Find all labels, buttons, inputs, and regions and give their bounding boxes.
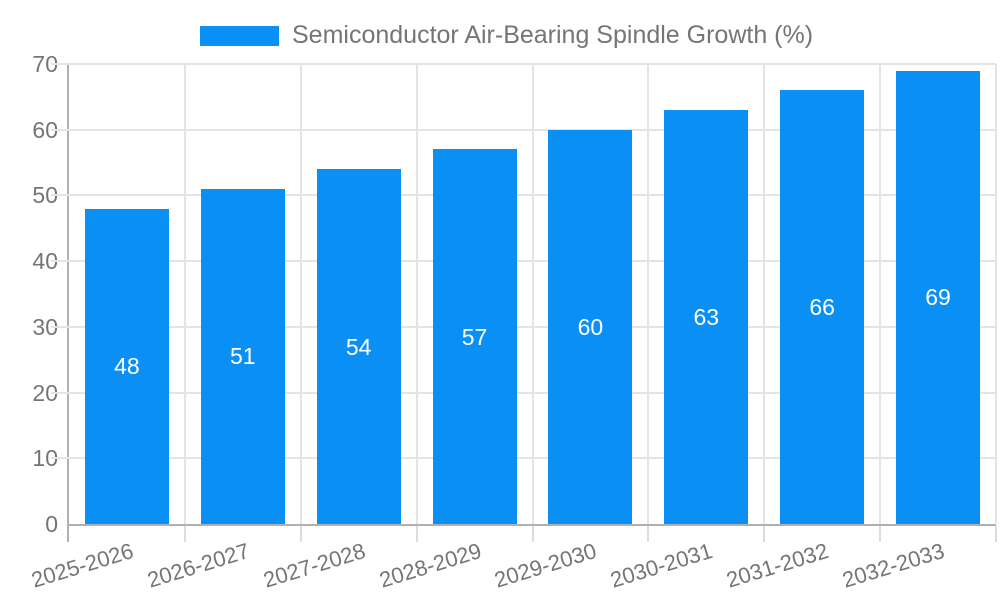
x-tick bbox=[763, 526, 766, 542]
bar[interactable] bbox=[896, 70, 981, 524]
bar-value-label: 60 bbox=[577, 313, 604, 340]
y-tick-label: 0 bbox=[45, 511, 58, 537]
bar-value-label: 54 bbox=[345, 333, 372, 360]
bar[interactable] bbox=[200, 188, 285, 524]
x-tick bbox=[995, 526, 997, 542]
v-gridline bbox=[299, 64, 302, 524]
bar[interactable] bbox=[548, 129, 633, 524]
x-tick-label: 2026-2027 bbox=[144, 538, 253, 593]
bar[interactable] bbox=[432, 149, 517, 524]
x-tick-label: 2027-2028 bbox=[260, 538, 368, 593]
plot-area: 48 51 54 57 60 63 66 69 bbox=[51, 63, 997, 542]
bar[interactable] bbox=[664, 110, 749, 524]
x-tick bbox=[647, 526, 650, 542]
bar[interactable] bbox=[84, 208, 169, 524]
bar-value-label: 63 bbox=[693, 304, 720, 330]
x-tick-label: 2028-2029 bbox=[375, 538, 484, 593]
v-gridline bbox=[879, 64, 882, 524]
y-axis-tick bbox=[67, 526, 69, 542]
bar-value-label: 57 bbox=[461, 323, 488, 350]
x-tick-label: 2032-2033 bbox=[839, 538, 948, 593]
h-gridline bbox=[51, 391, 996, 394]
x-tick bbox=[183, 526, 186, 542]
x-tick-label: 2025-2026 bbox=[28, 538, 137, 593]
x-tick-label: 2031-2032 bbox=[723, 538, 832, 593]
x-tick bbox=[531, 526, 534, 542]
legend-label[interactable]: Semiconductor Air-Bearing Spindle Growth… bbox=[292, 21, 814, 49]
h-gridline bbox=[51, 260, 996, 263]
v-gridline bbox=[531, 64, 534, 524]
bar-value-label: 66 bbox=[809, 294, 835, 321]
bar-value-label: 69 bbox=[925, 284, 951, 311]
h-gridline bbox=[51, 194, 996, 197]
h-gridline bbox=[51, 128, 996, 131]
x-tick-label: 2030-2031 bbox=[607, 538, 716, 593]
h-gridline bbox=[51, 457, 996, 460]
v-gridline bbox=[995, 64, 997, 524]
v-gridline bbox=[183, 64, 186, 524]
bar[interactable] bbox=[316, 169, 401, 524]
v-gridline bbox=[763, 64, 766, 524]
v-gridline bbox=[415, 64, 418, 524]
x-tick-label: 2029-2030 bbox=[491, 538, 600, 593]
legend[interactable]: Semiconductor Air-Bearing Spindle Growth… bbox=[200, 20, 813, 50]
legend-swatch[interactable] bbox=[200, 26, 279, 46]
h-gridline bbox=[51, 63, 996, 65]
x-tick bbox=[879, 526, 882, 542]
v-gridline bbox=[647, 64, 650, 524]
h-gridline bbox=[51, 325, 996, 328]
bar-value-label: 51 bbox=[230, 343, 256, 370]
bar[interactable] bbox=[780, 90, 865, 524]
x-tick bbox=[299, 526, 302, 542]
x-tick bbox=[415, 526, 418, 542]
bar-value-label: 48 bbox=[114, 353, 140, 380]
